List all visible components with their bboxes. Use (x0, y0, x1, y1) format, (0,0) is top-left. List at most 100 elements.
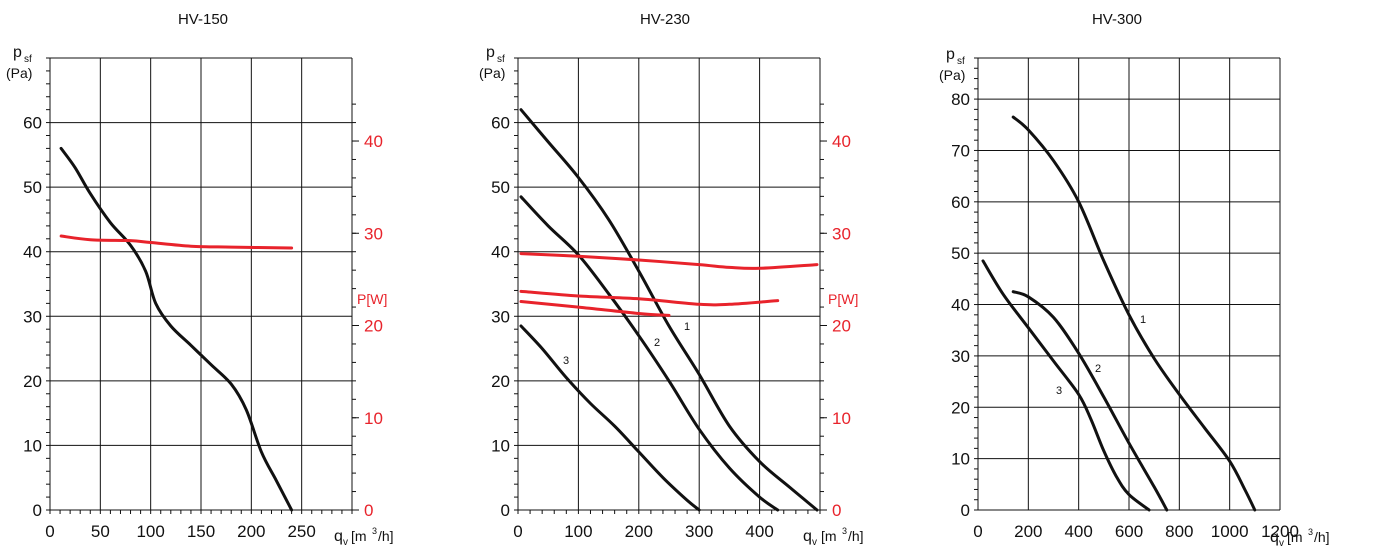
x-axis-label: q (334, 528, 343, 545)
curve-label-2: 2 (1095, 363, 1101, 375)
y-tick-label: 70 (951, 141, 970, 160)
y-tick-label: 40 (23, 243, 42, 262)
curve-group (519, 108, 819, 512)
y2-tick-label: 0 (364, 501, 373, 520)
y-tick-label: 30 (23, 307, 42, 326)
y-axis-unit: (Pa) (939, 67, 965, 83)
y-tick-label: 50 (23, 178, 42, 197)
plot-grid: 0 10 20 30 40 50 60 0 50 100 150 200 250 0 10 20 30 40 (23, 57, 383, 541)
pressure-curve (59, 146, 294, 512)
pressure-curve-1 (519, 108, 819, 512)
y-tick-label: 40 (951, 296, 970, 315)
curve-label-1: 1 (1140, 314, 1146, 326)
chart-hv-230: HV-230 0 10 20 30 40 50 60 0 100 200 300 400 0 10 20 30… (479, 11, 864, 548)
y2-tick-label: 0 (832, 501, 841, 520)
y-tick-label: 60 (491, 114, 510, 133)
x-tick-label: 400 (1064, 522, 1092, 541)
x-tick-label: 200 (625, 522, 653, 541)
y-axis-label-subscript: sf (497, 54, 505, 65)
x-axis-unit-prefix: [m (351, 528, 367, 544)
y-tick-label: 50 (491, 178, 510, 197)
x-tick-label: 1200 (1261, 522, 1299, 541)
power-curve (519, 252, 819, 270)
x-tick-label: 100 (564, 522, 592, 541)
y-axis-label: p (486, 44, 495, 61)
y-tick-label: 20 (23, 372, 42, 391)
y2-tick-label: 30 (832, 224, 851, 243)
x-tick-label: 200 (237, 522, 265, 541)
x-tick-label: 0 (973, 522, 982, 541)
curve-label-3: 3 (1056, 385, 1062, 397)
x-axis-label-subscript: v (812, 537, 817, 548)
y-tick-label: 30 (491, 307, 510, 326)
power-curve (59, 234, 294, 250)
chart-title: HV-150 (178, 11, 228, 28)
y-axis-label-subscript: sf (24, 54, 32, 65)
x-axis-unit-superscript: 3 (842, 526, 847, 536)
x-tick-label: 50 (91, 522, 110, 541)
curve-group (981, 115, 1257, 512)
y2-tick-label: 10 (832, 409, 851, 428)
y2-tick-label: 40 (832, 132, 851, 151)
x-axis-label-subscript: v (343, 537, 348, 548)
x-tick-label: 800 (1165, 522, 1193, 541)
x-axis-unit-suffix: /h] (378, 528, 394, 544)
y-axis-label: p (13, 44, 22, 61)
y-tick-label: 20 (491, 372, 510, 391)
pressure-curve-3 (519, 324, 701, 512)
y-tick-label: 10 (951, 450, 970, 469)
y-tick-label: 10 (491, 436, 510, 455)
y-axis-label-subscript: sf (957, 56, 965, 67)
chart-title: HV-230 (640, 11, 690, 28)
x-axis-label: q (803, 528, 812, 545)
x-axis-label-subscript: v (1279, 538, 1284, 549)
y2-tick-label: 40 (364, 132, 383, 151)
y-tick-label: 30 (951, 347, 970, 366)
y2-tick-label: 20 (364, 317, 383, 336)
x-tick-label: 150 (187, 522, 215, 541)
y-tick-label: 80 (951, 90, 970, 109)
y-tick-label: 40 (491, 243, 510, 262)
x-tick-label: 0 (513, 522, 522, 541)
x-tick-label: 100 (136, 522, 164, 541)
x-axis-label: q (1270, 529, 1279, 546)
curve-label-3: 3 (563, 355, 569, 367)
x-axis-unit-suffix: /h] (848, 528, 864, 544)
y-tick-label: 10 (23, 436, 42, 455)
curve-label-1: 1 (684, 321, 690, 333)
y2-axis-label: P[W] (357, 291, 387, 307)
y-tick-label: 20 (951, 398, 970, 417)
y2-tick-label: 20 (832, 317, 851, 336)
x-axis-unit-prefix: [m (821, 528, 837, 544)
y-axis-unit: (Pa) (479, 65, 505, 81)
pressure-curve-2 (1011, 290, 1169, 512)
y2-axis-label: P[W] (828, 291, 858, 307)
x-tick-label: 600 (1115, 522, 1143, 541)
curve-label-2: 2 (654, 337, 660, 349)
chart-title: HV-300 (1092, 11, 1142, 28)
y-tick-label: 0 (501, 501, 510, 520)
pressure-curve-2 (519, 195, 780, 512)
pressure-curve-1 (1011, 115, 1257, 512)
x-axis-unit-prefix: [m (1287, 529, 1303, 545)
x-tick-label: 250 (287, 522, 315, 541)
curve-group (59, 146, 294, 512)
x-axis-unit-superscript: 3 (372, 526, 377, 536)
x-axis-unit-superscript: 3 (1308, 527, 1313, 537)
pressure-curve-3 (981, 259, 1151, 512)
x-tick-label: 300 (685, 522, 713, 541)
y2-tick-label: 10 (364, 409, 383, 428)
y-tick-label: 60 (951, 193, 970, 212)
x-tick-label: 200 (1014, 522, 1042, 541)
y-tick-label: 50 (951, 244, 970, 263)
y-tick-label: 0 (33, 501, 42, 520)
x-tick-label: 1000 (1211, 522, 1249, 541)
x-axis-unit-suffix: /h] (1314, 529, 1330, 545)
y-tick-label: 60 (23, 114, 42, 133)
x-tick-label: 400 (745, 522, 773, 541)
y2-tick-label: 30 (364, 224, 383, 243)
y-axis-label: p (946, 46, 955, 63)
